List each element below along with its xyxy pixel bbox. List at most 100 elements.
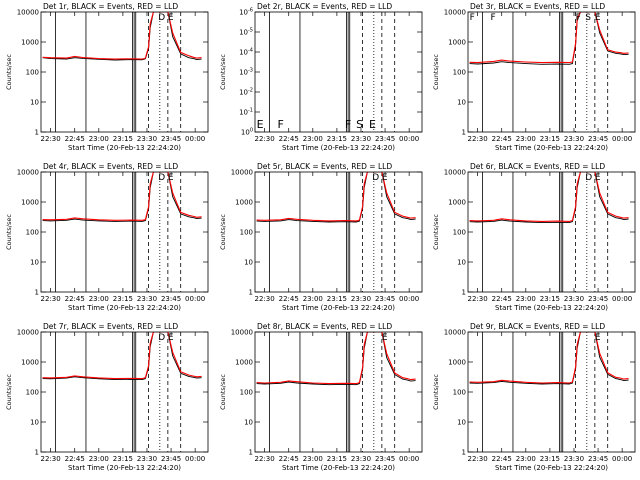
y-tick-label: 1000	[235, 199, 253, 207]
series-lld	[256, 332, 416, 385]
x-tick-label: 22:30	[41, 295, 61, 303]
series-lld	[256, 172, 416, 222]
x-axis-label: Start Time (20-Feb-13 22:24:20)	[282, 464, 395, 472]
y-tick-label: 1000	[21, 39, 39, 47]
plot-frame	[40, 11, 209, 133]
x-tick-label: 22:45	[65, 295, 85, 303]
plot-frame	[254, 171, 423, 293]
x-tick-label: 23:30	[137, 295, 157, 303]
x-tick-label: 00:00	[185, 455, 205, 463]
flag-label: E	[595, 333, 601, 343]
x-tick-label: 23:00	[89, 135, 109, 143]
x-tick-label: 23:00	[89, 455, 109, 463]
panel-title: Det 6r, BLACK = Events, RED = LLD	[470, 162, 605, 171]
flag-label: E	[595, 173, 601, 183]
panel-title: Det 5r, BLACK = Events, RED = LLD	[257, 162, 392, 171]
series-events	[42, 332, 202, 381]
x-tick-label: 23:15	[540, 135, 560, 143]
x-tick-label: 22:45	[65, 135, 85, 143]
series-group	[256, 172, 416, 223]
event-lines	[482, 332, 609, 452]
x-tick-label: 23:30	[564, 455, 584, 463]
x-tick-label: 23:45	[375, 295, 395, 303]
event-lines	[482, 172, 609, 292]
flag-label: D	[372, 173, 379, 183]
event-lines	[269, 332, 396, 452]
x-tick-label: 23:00	[516, 135, 536, 143]
x-tick-label: 22:45	[492, 455, 512, 463]
y-tick-label: 10-4	[239, 48, 253, 57]
plot-frame	[40, 171, 209, 293]
panel-title: Det 9r, BLACK = Events, RED = LLD	[470, 322, 605, 331]
y-axis-label: Counts/sec	[219, 214, 227, 250]
x-tick-label: 23:15	[540, 455, 560, 463]
x-tick-label: 22:30	[255, 295, 275, 303]
flag-label: F	[490, 13, 495, 23]
x-tick-label: 23:45	[161, 455, 181, 463]
panel-det-8: Det 8r, BLACK = Events, RED = LLD Counts/…	[219, 322, 423, 472]
panel-title: Det 2r, BLACK = Events, RED = LLD	[257, 2, 392, 11]
x-tick-label: 22:45	[65, 455, 85, 463]
series-lld	[42, 172, 202, 221]
flag-label: E	[369, 118, 376, 131]
flag-label: F	[576, 13, 581, 23]
y-tick-label: 10000	[17, 9, 39, 17]
x-tick-label: 22:30	[255, 135, 275, 143]
y-tick-label: 10000	[17, 169, 39, 177]
x-tick-label: 22:30	[255, 455, 275, 463]
plot-frame	[254, 331, 423, 453]
series-group	[42, 12, 202, 61]
y-tick-label: 10000	[444, 9, 466, 17]
x-tick-label: 23:00	[89, 295, 109, 303]
series-lld	[42, 12, 202, 60]
event-lines	[269, 172, 396, 292]
y-tick-label: 1000	[21, 359, 39, 367]
y-tick-label: 1000	[21, 199, 39, 207]
y-tick-label: 1000	[448, 39, 466, 47]
series-group	[42, 332, 202, 381]
x-tick-label: 23:15	[540, 295, 560, 303]
x-tick-label: 23:15	[113, 455, 133, 463]
series-events	[469, 332, 629, 385]
y-tick-label: 1	[462, 449, 466, 457]
y-tick-label: 10	[457, 259, 466, 267]
panel-det-9: Det 9r, BLACK = Events, RED = LLD Counts/…	[432, 322, 636, 472]
flag-label: D	[158, 333, 165, 343]
flag-label: F	[345, 118, 351, 131]
panel-det-3: Det 3r, BLACK = Events, RED = LLD Counts/…	[432, 2, 636, 152]
y-tick-label: 10	[244, 259, 253, 267]
x-tick-label: 22:45	[279, 135, 299, 143]
x-tick-label: 23:00	[516, 455, 536, 463]
y-axis-label: Counts/sec	[219, 374, 227, 410]
x-axis-label: Start Time (20-Feb-13 22:24:20)	[495, 304, 608, 312]
x-tick-label: 00:00	[399, 295, 419, 303]
flag-label: E	[595, 13, 601, 23]
flag-label: E	[257, 118, 264, 131]
flag-label: E	[382, 173, 388, 183]
x-tick-label: 22:30	[468, 455, 488, 463]
event-lines	[55, 12, 182, 132]
y-tick-label: 10	[30, 419, 39, 427]
x-axis-label: Start Time (20-Feb-13 22:24:20)	[282, 144, 395, 152]
y-tick-label: 100	[453, 229, 466, 237]
y-tick-label: 100	[453, 69, 466, 77]
y-tick-label: 100	[241, 128, 253, 137]
x-tick-label: 23:30	[351, 455, 371, 463]
y-tick-label: 10000	[231, 329, 253, 337]
x-tick-label: 23:15	[113, 295, 133, 303]
y-tick-label: 100	[26, 69, 39, 77]
y-tick-label: 1000	[448, 359, 466, 367]
x-tick-label: 23:30	[137, 455, 157, 463]
plot-frame	[467, 11, 636, 133]
y-tick-label: 1	[249, 449, 253, 457]
series-events	[469, 172, 629, 224]
series-lld	[42, 332, 202, 380]
x-axis-label: Start Time (20-Feb-13 22:24:20)	[282, 304, 395, 312]
y-tick-label: 1	[35, 449, 39, 457]
x-tick-label: 00:00	[399, 135, 419, 143]
series-group	[256, 332, 416, 386]
y-tick-label: 10-3	[239, 68, 253, 77]
x-tick-label: 23:45	[161, 295, 181, 303]
flag-label: S	[356, 118, 363, 131]
x-tick-label: 23:45	[375, 135, 395, 143]
